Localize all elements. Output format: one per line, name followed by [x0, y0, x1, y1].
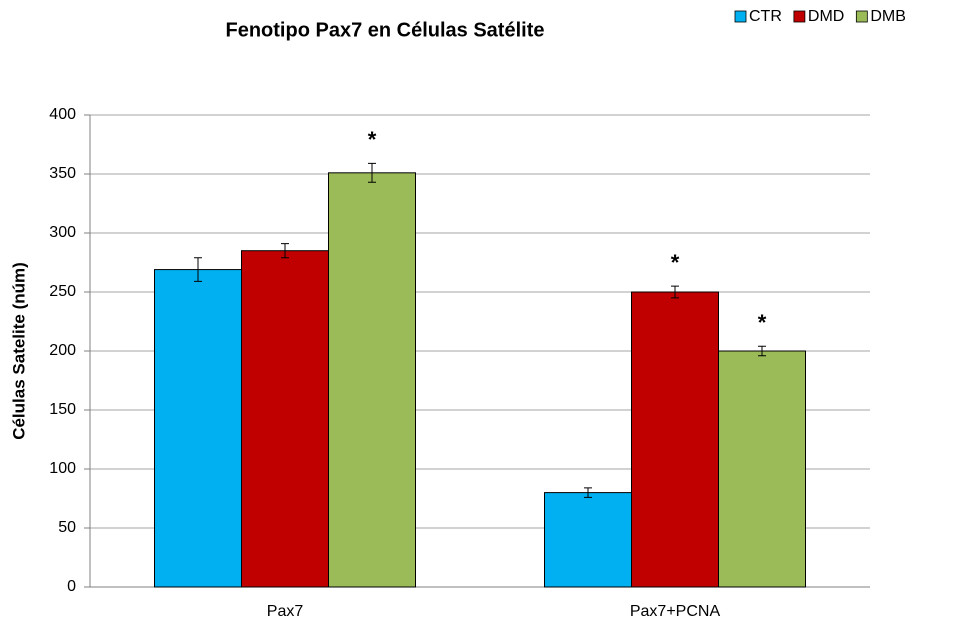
annotation: *	[758, 310, 767, 335]
error-bar	[671, 285, 679, 299]
bar	[718, 350, 806, 588]
y-tick-label: 150	[49, 401, 76, 418]
legend-swatch	[793, 10, 806, 23]
bar	[544, 492, 632, 588]
annotation: *	[671, 250, 680, 275]
y-tick-label: 350	[49, 165, 76, 182]
bar	[154, 269, 242, 588]
legend-label: CTR	[749, 8, 782, 25]
error-bar	[194, 257, 202, 282]
x-tick-label: Pax7+PCNA	[630, 603, 721, 620]
chart-title: Fenotipo Pax7 en Células Satélite	[226, 19, 545, 41]
y-tick-label: 250	[49, 283, 76, 300]
y-tick-label: 0	[67, 578, 76, 595]
legend-label: DMD	[808, 8, 844, 25]
y-tick-label: 300	[49, 224, 76, 241]
y-axis-label: Células Satelite (núm)	[9, 262, 28, 440]
error-bar	[584, 487, 592, 498]
legend-swatch	[855, 10, 868, 23]
legend-swatch	[734, 10, 747, 23]
legend-label: DMB	[870, 8, 906, 25]
y-tick-label: 50	[58, 519, 76, 536]
x-tick-label: Pax7	[267, 603, 304, 620]
y-tick-label: 100	[49, 460, 76, 477]
bar	[631, 291, 719, 588]
error-bar	[758, 345, 766, 357]
bar	[241, 250, 329, 588]
y-tick-label: 200	[49, 342, 76, 359]
bar	[328, 172, 416, 588]
annotation: *	[368, 127, 377, 152]
y-tick-label: 400	[49, 106, 76, 123]
error-bar	[281, 243, 289, 259]
error-bar	[368, 162, 376, 183]
